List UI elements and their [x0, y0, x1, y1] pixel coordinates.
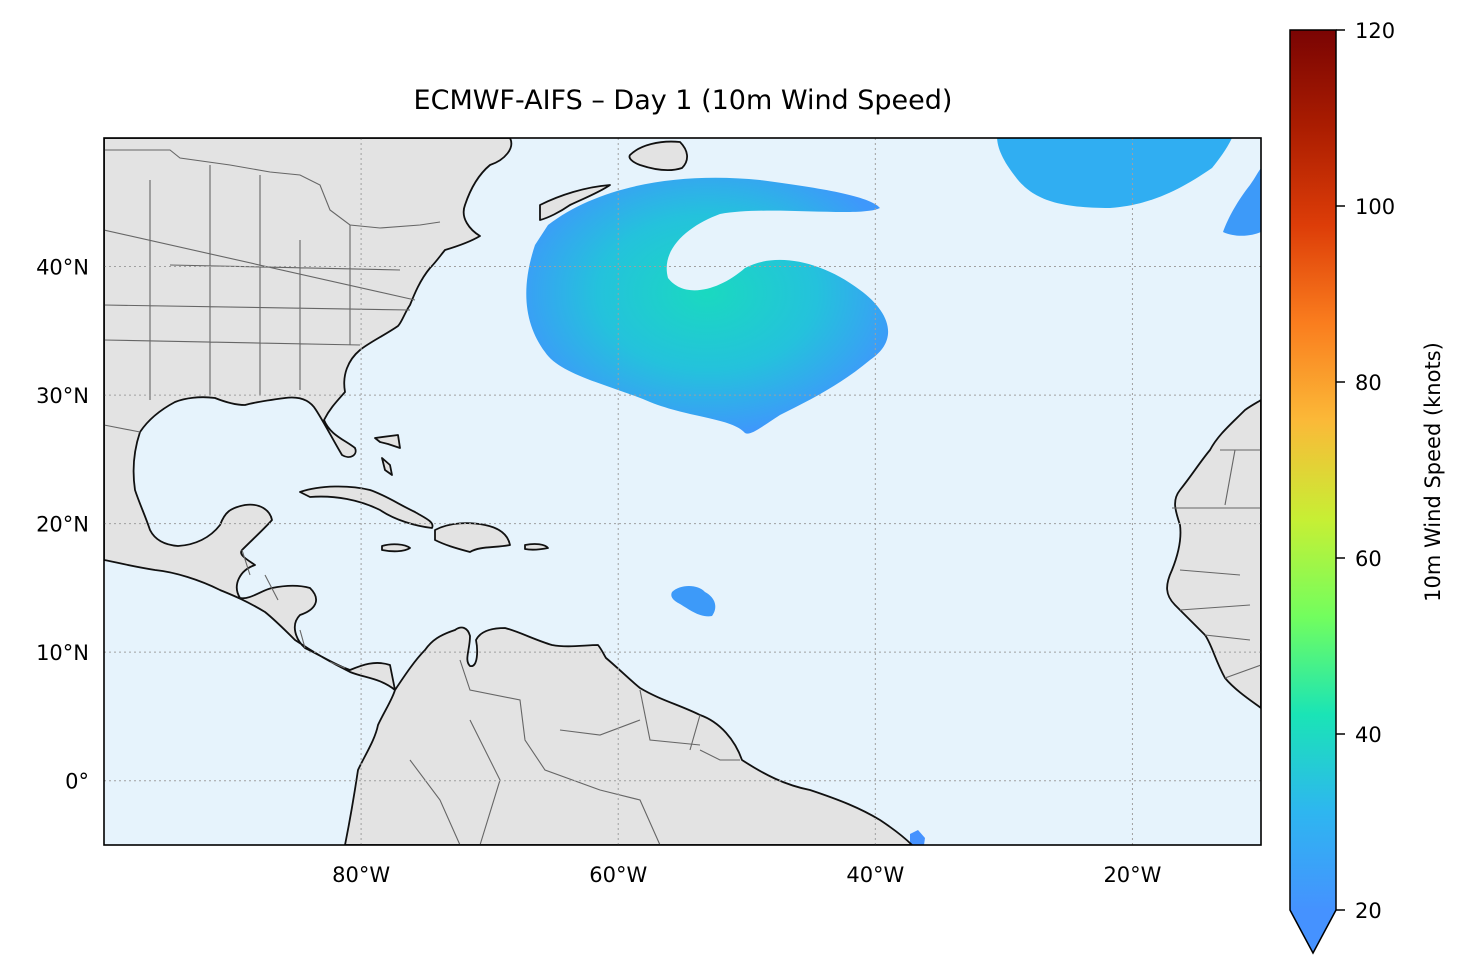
landmass-hispaniola — [434, 522, 511, 553]
wind-feature-tropical-patch — [671, 586, 716, 617]
border-us-states-1 — [104, 165, 416, 400]
colorbar-tick-label: 40 — [1355, 723, 1382, 747]
landmass-north-america — [104, 138, 513, 691]
colorbar-outline — [1289, 29, 1337, 955]
border-central-america — [241, 549, 346, 669]
land-layer — [104, 138, 1261, 845]
country-borders — [104, 149, 1261, 845]
colorbar-label: 10m Wind Speed (knots) — [1421, 342, 1445, 602]
colorbar-tick-label: 80 — [1355, 371, 1382, 395]
colorbar-tick-label: 100 — [1355, 195, 1395, 219]
wind-feature-northeast-band — [997, 138, 1232, 208]
landmass-nova-scotia — [539, 184, 611, 221]
border-africa-1 — [1172, 449, 1261, 679]
colorbar-ticks: 20 40 60 80 100 120 — [1336, 19, 1395, 923]
colorbar-tick-label: 60 — [1355, 547, 1382, 571]
lat-tick-label: 30°N — [36, 384, 89, 408]
wind-speed-field — [526, 138, 1261, 845]
colorbar-extend-min-triangle — [1290, 910, 1336, 953]
map-title: ECMWF-AIFS – Day 1 (10m Wind Speed) — [414, 85, 953, 116]
lon-tick-label: 60°W — [589, 863, 647, 887]
wind-feature-subtropical-cyclone — [526, 177, 889, 434]
lat-tick-label: 40°N — [36, 256, 89, 280]
wind-feature-iberian-patch — [1223, 168, 1261, 236]
map-frame — [103, 137, 1262, 846]
colorbar-tick-label: 120 — [1355, 19, 1395, 43]
landmass-bahamas — [374, 434, 401, 476]
landmass-puerto-rico — [524, 543, 549, 551]
wind-feature-brazil-patch — [910, 830, 925, 845]
lon-tick-label: 40°W — [846, 863, 904, 887]
landmass-cuba — [299, 485, 434, 529]
lat-tick-label: 0° — [65, 770, 89, 794]
border-us-mexico — [104, 424, 141, 433]
landmass-south-america — [344, 626, 913, 845]
landmass-newfoundland — [628, 140, 688, 172]
map-panel — [104, 138, 1261, 845]
landmass-jamaica — [381, 543, 411, 553]
border-us-canada — [104, 149, 441, 229]
landmass-africa — [1166, 399, 1261, 709]
longitude-ticks: 80°W 60°W 40°W 20°W — [332, 863, 1162, 887]
lon-tick-label: 20°W — [1103, 863, 1161, 887]
lat-tick-label: 10°N — [36, 641, 89, 665]
colorbar: 20 40 60 80 100 120 10m Wind Speed (knots) — [1289, 19, 1445, 955]
lon-tick-label: 80°W — [332, 863, 390, 887]
colorbar-tick-label: 20 — [1355, 899, 1382, 923]
border-south-america-1 — [409, 659, 740, 845]
colorbar-ramp — [1290, 30, 1336, 910]
latitude-ticks: 40°N 30°N 20°N 10°N 0° — [36, 256, 89, 794]
lat-tick-label: 20°N — [36, 513, 89, 537]
